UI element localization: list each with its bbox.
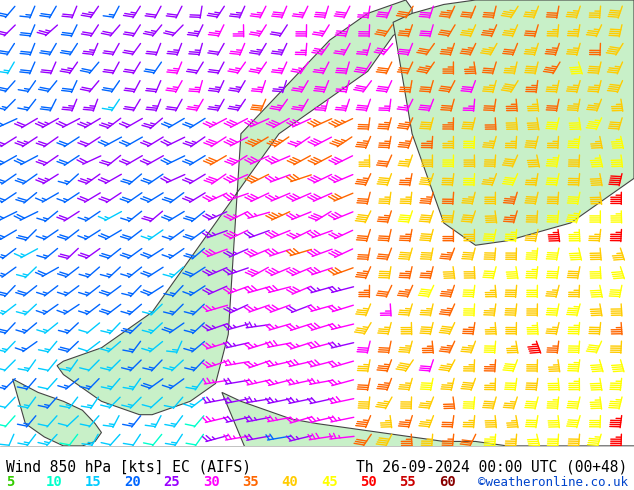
Text: ©weatheronline.co.uk: ©weatheronline.co.uk [477, 476, 628, 489]
Polygon shape [222, 392, 634, 468]
Text: 50: 50 [360, 475, 377, 489]
Text: 40: 40 [281, 475, 298, 489]
Text: 15: 15 [85, 475, 101, 489]
Text: 25: 25 [164, 475, 180, 489]
Text: 55: 55 [399, 475, 416, 489]
Text: 35: 35 [242, 475, 259, 489]
Polygon shape [393, 0, 634, 245]
Polygon shape [13, 379, 101, 446]
Text: Wind 850 hPa [kts] EC (AIFS): Wind 850 hPa [kts] EC (AIFS) [6, 459, 251, 474]
Text: 20: 20 [124, 475, 141, 489]
Polygon shape [57, 0, 412, 415]
Text: 45: 45 [321, 475, 337, 489]
Text: 5: 5 [6, 475, 15, 489]
Text: 30: 30 [203, 475, 219, 489]
Text: 10: 10 [46, 475, 62, 489]
Text: 60: 60 [439, 475, 455, 489]
Text: Th 26-09-2024 00:00 UTC (00+48): Th 26-09-2024 00:00 UTC (00+48) [356, 459, 628, 474]
